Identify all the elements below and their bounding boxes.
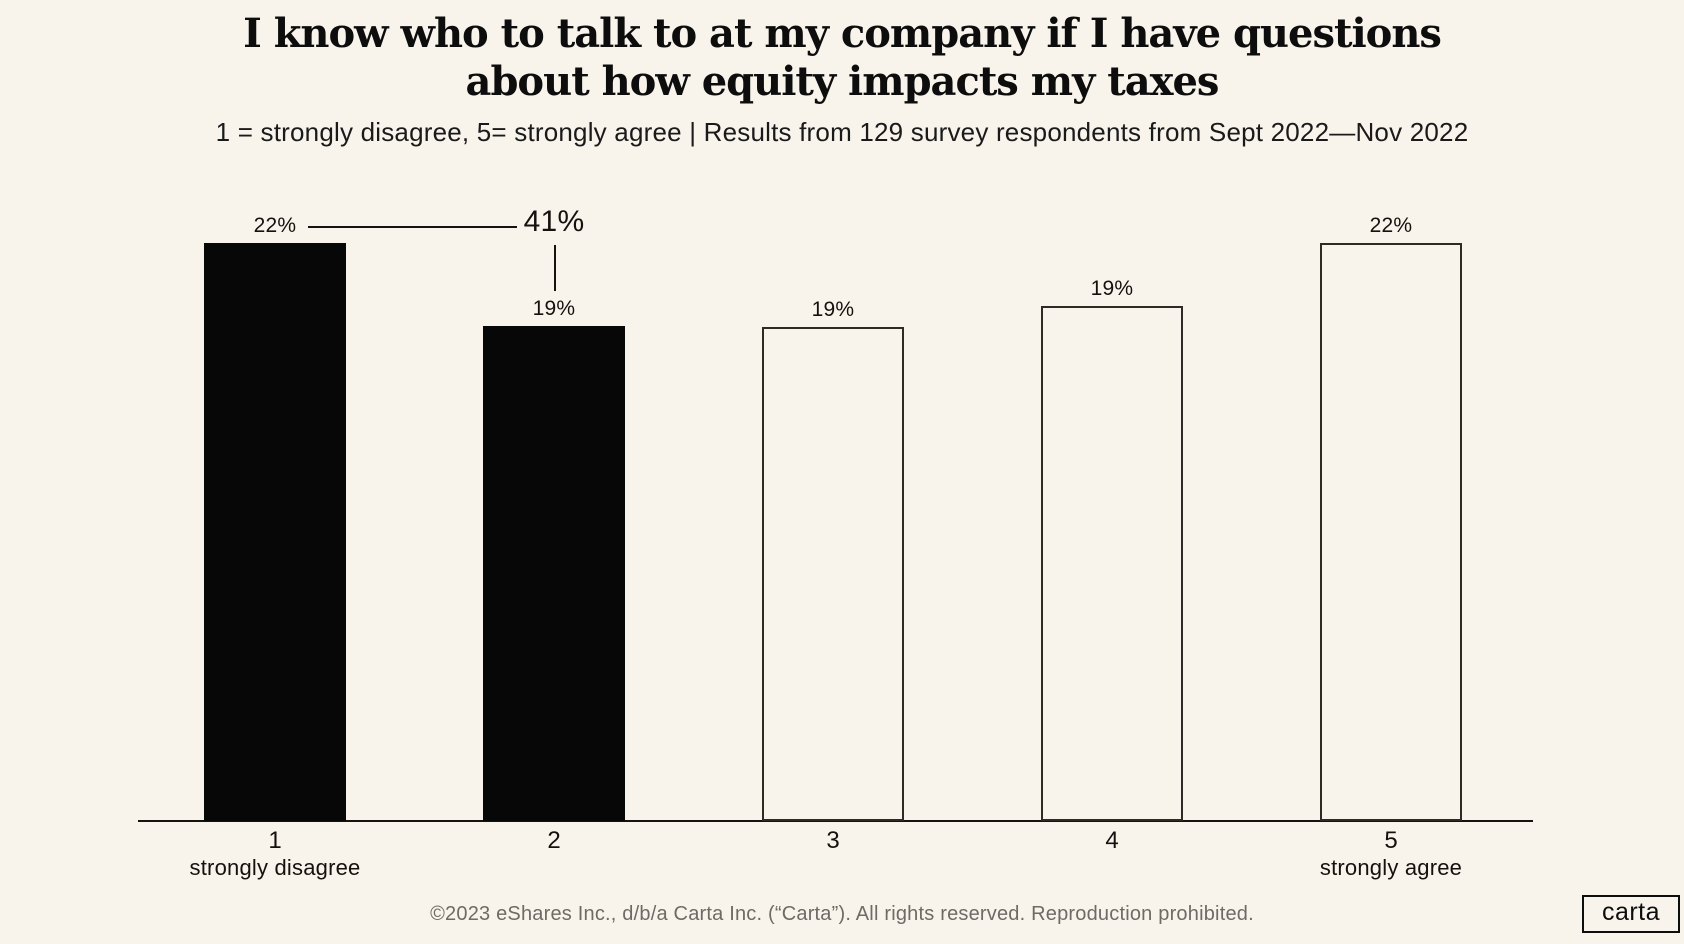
x-tick-label-5: 5: [1384, 827, 1398, 854]
bar-value-label-2: 19%: [532, 297, 576, 320]
x-tick-label-3: 3: [826, 827, 840, 854]
bar-value-label-4: 19%: [1090, 277, 1134, 300]
page-title-line-1: I know who to talk to at my company if I…: [243, 10, 1442, 57]
chart-subtitle: 1 = strongly disagree, 5= strongly agree…: [215, 117, 1469, 147]
bar-4: [1041, 306, 1183, 821]
x-axis-line: [138, 820, 1533, 822]
bar-value-label-1: 22%: [253, 214, 297, 237]
carta-logo-text: carta: [1601, 898, 1661, 926]
annotation-41pct-label: 41%: [523, 205, 585, 238]
copyright-text: ©2023 eShares Inc., d/b/a Carta Inc. (“C…: [430, 903, 1254, 925]
annotation-connector-horizontal: [308, 226, 517, 228]
x-tick-label-2: 2: [547, 827, 561, 854]
page-title: I know who to talk to at my company if I…: [0, 10, 1684, 106]
x-tick-sublabel-1: strongly disagree: [189, 855, 361, 880]
bar-2: [483, 326, 625, 821]
bar-value-label-5: 22%: [1369, 214, 1413, 237]
page-title-line-2: about how equity impacts my taxes: [465, 58, 1220, 105]
bar-3: [762, 327, 904, 821]
bar-1: [204, 243, 346, 821]
x-tick-label-1: 1: [268, 827, 282, 854]
bar-5: [1320, 243, 1462, 821]
annotation-connector-vertical: [554, 245, 556, 291]
x-tick-label-4: 4: [1105, 827, 1119, 854]
bar-value-label-3: 19%: [811, 298, 855, 321]
carta-logo: carta: [1582, 895, 1680, 933]
x-tick-sublabel-5: strongly agree: [1319, 855, 1463, 880]
